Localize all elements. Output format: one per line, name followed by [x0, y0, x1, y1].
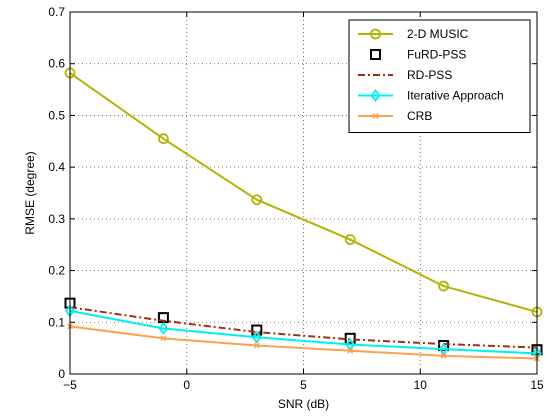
data-point-iterative-approach — [251, 330, 262, 344]
legend-item-iterative-approach: Iterative Approach — [358, 89, 504, 103]
legend-label: 2-D MUSIC — [407, 27, 469, 41]
series-line-rd-pss — [69, 306, 538, 349]
data-point-iterative-approach — [438, 342, 449, 356]
series-line-iterative-approach — [69, 309, 538, 355]
x-axis-label: SNR (dB) — [278, 397, 329, 411]
y-tick-label: 0.4 — [48, 160, 65, 174]
x-tick-label: −5 — [63, 378, 77, 392]
series-line-crb — [69, 325, 538, 360]
series-line-2d-music — [69, 72, 538, 313]
legend-item-furd-pss: FuRD-PSS — [370, 48, 466, 62]
series-layer — [64, 67, 543, 362]
y-tick-label: 0.1 — [48, 315, 65, 329]
data-point-2d-music — [251, 194, 263, 206]
y-tick-label: 0.3 — [48, 212, 65, 226]
y-tick-label: 0.7 — [48, 5, 65, 19]
y-tick-label: 0.2 — [48, 264, 65, 278]
legend-swatch-marker — [370, 28, 381, 40]
legend-swatch-marker — [370, 89, 381, 102]
legend: 2-D MUSIC FuRD-PSS RD-PSS Iterative Approac… — [348, 19, 531, 133]
legend-label: RD-PSS — [407, 68, 452, 82]
legend-label: FuRD-PSS — [407, 48, 466, 62]
x-tick-label: 10 — [414, 378, 428, 392]
legend-swatch-marker — [372, 113, 379, 119]
data-point-crb — [160, 335, 167, 342]
data-point-crb — [347, 347, 354, 354]
data-point-furd-pss — [344, 332, 356, 344]
legend-item-rd-pss: RD-PSS — [358, 68, 452, 82]
data-point-2d-music — [344, 234, 356, 245]
series-crb — [67, 323, 540, 362]
x-tick-label: 5 — [300, 378, 307, 392]
data-point-iterative-approach — [158, 321, 169, 335]
y-tick-label: 0.5 — [48, 108, 65, 122]
x-tick-label: 15 — [530, 378, 544, 392]
legend-swatch-marker — [370, 49, 381, 60]
data-point-crb — [253, 342, 260, 349]
data-point-furd-pss — [251, 324, 263, 336]
data-point-2d-music — [157, 133, 169, 145]
legend-label: Iterative Approach — [407, 89, 504, 103]
y-axis-label: RMSE (degree) — [23, 151, 37, 234]
x-tick-label: 0 — [183, 378, 190, 392]
data-point-crb — [440, 352, 447, 359]
series-rd-pss — [69, 306, 538, 349]
legend-item-2d-music: 2-D MUSIC — [358, 27, 469, 41]
legend-label: CRB — [407, 109, 432, 123]
legend-item-crb: CRB — [358, 109, 432, 123]
legend-box — [348, 19, 531, 133]
data-point-2d-music — [438, 280, 450, 292]
data-point-iterative-approach — [345, 338, 356, 352]
y-tick-label: 0 — [58, 367, 65, 381]
y-tick-label: 0.6 — [48, 57, 65, 71]
